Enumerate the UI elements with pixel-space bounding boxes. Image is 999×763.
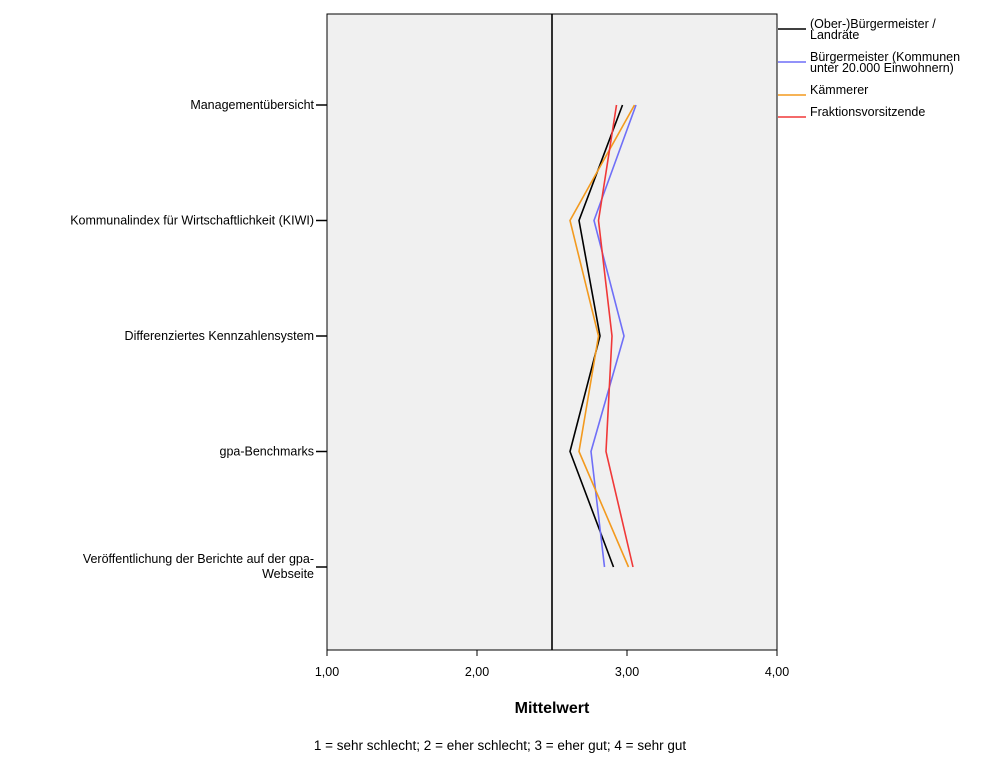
x-tick-label: 3,00 [615,665,639,679]
category-axis: Managementübersicht Kommunalindex für Wir… [70,98,327,581]
x-tick-label: 2,00 [465,665,489,679]
legend-label: Kämmerer [810,83,868,97]
legend-label: Bürgermeister (Kommunen unter 20.000 Einw… [810,50,960,75]
legend-label: Fraktionsvorsitzende [810,105,925,119]
category-label: gpa-Benchmarks [220,445,315,459]
legend-label: (Ober-)Bürgermeister / Landräte [810,17,936,42]
x-axis-title: Mittelwert [515,700,590,717]
category-label: Differenziertes Kennzahlensystem [125,329,314,343]
x-tick-label: 4,00 [765,665,789,679]
series-line-3 [569,104,636,568]
series-line-4 [597,104,634,568]
footnote: 1 = sehr schlecht; 2 = eher schlecht; 3 … [314,738,686,753]
x-axis: 1,00 2,00 3,00 4,00 [315,650,789,679]
legend: (Ober-)Bürgermeister / Landräte Bürgermeis… [778,17,960,119]
category-label: Managementübersicht [190,98,314,112]
series-layer [569,104,637,568]
x-tick-label: 1,00 [315,665,339,679]
category-label: Veröffentlichung der Berichte auf der gp… [83,552,314,581]
series-line-1 [569,104,624,568]
category-label: Kommunalindex für Wirtschaftlichkeit (KI… [70,214,314,228]
